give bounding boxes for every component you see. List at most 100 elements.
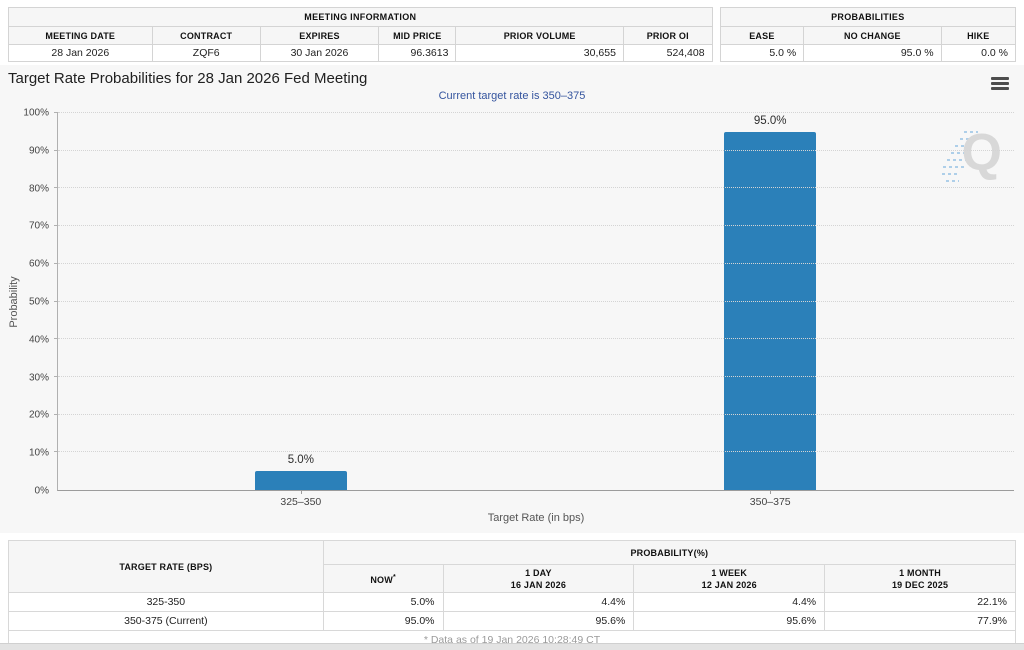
top-tables: MEETING INFORMATION MEETING DATE CONTRAC… bbox=[0, 0, 1024, 62]
cell-1-week-probability: 95.6% bbox=[633, 611, 826, 631]
cell-rate: 350-375 (Current) bbox=[8, 611, 324, 631]
y-tick-label: 20% bbox=[28, 409, 49, 421]
x-tick-label-350-375: 350–375 bbox=[749, 496, 791, 508]
col-header-hike: HIKE bbox=[940, 26, 1017, 45]
plot-area: Q 5.0% 95.0% 325–350 350–375 Target Rate… bbox=[54, 112, 1014, 524]
cell-1-month-probability: 22.1% bbox=[824, 592, 1016, 612]
col-header-1-week: 1 WEEK 12 JAN 2026 bbox=[633, 564, 826, 593]
y-tick-label: 0% bbox=[34, 485, 49, 497]
y-tick-mark bbox=[54, 149, 58, 151]
y-tick-mark bbox=[54, 187, 58, 189]
probabilities-header-row: EASE NO CHANGE HIKE bbox=[719, 26, 1017, 45]
gridline bbox=[58, 413, 1014, 415]
cell-mid-price: 96.3613 bbox=[378, 44, 457, 62]
col-header-expires: EXPIRES bbox=[259, 26, 380, 45]
gridline bbox=[58, 112, 1014, 113]
bar-350-375: 95.0% bbox=[724, 113, 817, 490]
cell-now-probability: 95.0% bbox=[322, 611, 444, 631]
col-header-ease: EASE bbox=[719, 26, 805, 45]
meeting-information-header-row: MEETING DATE CONTRACT EXPIRES MID PRICE … bbox=[8, 26, 713, 45]
meeting-information-data-row: 28 Jan 2026 ZQF6 30 Jan 2026 96.3613 30,… bbox=[8, 44, 713, 62]
cell-now-probability: 5.0% bbox=[322, 592, 444, 612]
y-tick-mark bbox=[54, 375, 58, 377]
y-tick-mark bbox=[54, 112, 58, 113]
table-row-350-375-current: 350-375 (Current) 95.0% 95.6% 95.6% 77.9… bbox=[8, 611, 1016, 631]
x-tick-label-325-350: 325–350 bbox=[280, 496, 322, 508]
col-header-no-change: NO CHANGE bbox=[803, 26, 942, 45]
y-tick-label: 30% bbox=[28, 372, 49, 384]
probability-history-section: TARGET RATE (BPS) PROBABILITY(%) NOW* 1 … bbox=[0, 533, 1024, 650]
gridline bbox=[58, 300, 1014, 302]
cell-ease: 5.0 % bbox=[719, 44, 805, 62]
cell-1-month-probability: 77.9% bbox=[824, 611, 1016, 631]
col-header-now: NOW* bbox=[322, 564, 444, 593]
col-group-header-probability: PROBABILITY(%) bbox=[322, 540, 1017, 565]
col-header-1-day: 1 DAY 16 JAN 2026 bbox=[442, 564, 635, 593]
y-tick-mark bbox=[54, 413, 58, 415]
chart-title: Target Rate Probabilities for 28 Jan 202… bbox=[8, 70, 368, 87]
gridline bbox=[58, 225, 1014, 227]
col-header-contract: CONTRACT bbox=[151, 26, 261, 45]
y-tick-mark bbox=[54, 225, 58, 227]
gridline bbox=[58, 375, 1014, 377]
y-tick-label: 40% bbox=[28, 334, 49, 346]
x-axis-title: Target Rate (in bps) bbox=[487, 512, 585, 524]
y-tick-mark bbox=[54, 300, 58, 302]
watermark-wing-lines bbox=[942, 129, 982, 185]
probabilities-data-row: 5.0 % 95.0 % 0.0 % bbox=[719, 44, 1017, 62]
gridline bbox=[58, 262, 1014, 264]
y-tick-label: 100% bbox=[23, 107, 49, 119]
bar-325-350: 5.0% bbox=[254, 113, 347, 490]
probabilities-table: PROBABILITIES EASE NO CHANGE HIKE 5.0 % … bbox=[719, 7, 1017, 62]
cell-meeting-date: 28 Jan 2026 bbox=[8, 44, 153, 62]
y-tick-mark bbox=[54, 262, 58, 264]
cell-expires: 30 Jan 2026 bbox=[259, 44, 380, 62]
gridline bbox=[58, 149, 1014, 151]
probabilities-title: PROBABILITIES bbox=[719, 7, 1017, 27]
cell-prior-volume: 30,655 bbox=[455, 44, 624, 62]
meeting-information-table: MEETING INFORMATION MEETING DATE CONTRAC… bbox=[8, 7, 713, 62]
chart-subtitle: Current target rate is 350–375 bbox=[438, 90, 586, 102]
y-axis-labels: 0% 10% 20% 30% 40% 50% 60% 70% 80% 90% 100% bbox=[0, 108, 53, 497]
col-header-1-month: 1 MONTH 19 DEC 2025 bbox=[824, 564, 1016, 593]
bar-rect bbox=[254, 471, 347, 490]
cell-1-day-probability: 95.6% bbox=[442, 611, 635, 631]
y-tick-mark bbox=[54, 451, 58, 453]
quikstrike-watermark-logo: Q bbox=[942, 123, 1002, 185]
y-tick-label: 80% bbox=[28, 183, 49, 195]
cell-hike: 0.0 % bbox=[940, 44, 1017, 62]
bar-value-label: 5.0% bbox=[287, 454, 314, 467]
col-header-prior-volume: PRIOR VOLUME bbox=[455, 26, 624, 45]
page-bottom-bar bbox=[0, 643, 1024, 650]
cell-no-change: 95.0 % bbox=[803, 44, 942, 62]
col-header-prior-oi: PRIOR OI bbox=[622, 26, 713, 45]
watermark-q-letter: Q bbox=[961, 124, 1002, 182]
gridline bbox=[58, 187, 1014, 189]
col-header-meeting-date: MEETING DATE bbox=[8, 26, 153, 45]
bar-rect bbox=[724, 131, 817, 490]
cell-1-week-probability: 4.4% bbox=[633, 592, 826, 612]
bar-value-label: 95.0% bbox=[753, 114, 787, 127]
gridline bbox=[58, 451, 1014, 453]
history-sub-header-row: NOW* 1 DAY 16 JAN 2026 1 WEEK 12 JAN 2026 … bbox=[9, 564, 1016, 593]
cell-contract: ZQF6 bbox=[151, 44, 261, 62]
y-tick-label: 50% bbox=[28, 296, 49, 308]
hamburger-menu-icon[interactable] bbox=[991, 77, 1009, 90]
probability-history-table: TARGET RATE (BPS) PROBABILITY(%) NOW* 1 … bbox=[8, 540, 1017, 650]
y-tick-label: 10% bbox=[28, 447, 49, 459]
col-header-mid-price: MID PRICE bbox=[378, 26, 457, 45]
cell-1-day-probability: 4.4% bbox=[442, 592, 635, 612]
meeting-information-title: MEETING INFORMATION bbox=[8, 7, 713, 27]
y-tick-label: 60% bbox=[28, 258, 49, 270]
cell-prior-oi: 524,408 bbox=[622, 44, 713, 62]
y-tick-mark bbox=[54, 338, 58, 340]
x-tick-mark bbox=[300, 490, 302, 494]
cell-rate: 325-350 bbox=[8, 592, 324, 612]
table-row-325-350: 325-350 5.0% 4.4% 4.4% 22.1% bbox=[8, 592, 1016, 612]
gridline bbox=[58, 338, 1014, 340]
chart-section: Target Rate Probabilities for 28 Jan 202… bbox=[0, 65, 1024, 533]
y-tick-label: 90% bbox=[28, 145, 49, 157]
col-header-target-rate-bps: TARGET RATE (BPS) bbox=[8, 540, 324, 593]
y-tick-label: 70% bbox=[28, 220, 49, 232]
